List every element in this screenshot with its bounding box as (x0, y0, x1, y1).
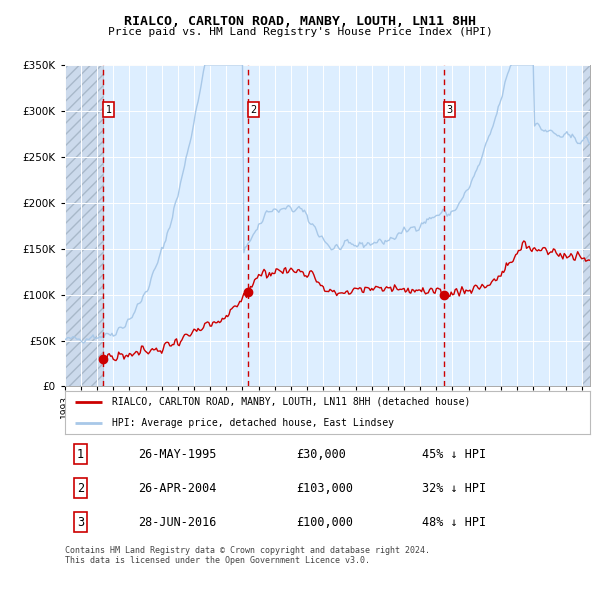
Bar (582, 65, 590, 386)
Text: 2: 2 (77, 481, 84, 495)
Text: 26-APR-2004: 26-APR-2004 (139, 481, 217, 495)
Text: 2: 2 (250, 105, 256, 115)
Bar (65, 65, 103, 386)
Text: 3: 3 (446, 105, 453, 115)
Text: Contains HM Land Registry data © Crown copyright and database right 2024.
This d: Contains HM Land Registry data © Crown c… (65, 546, 430, 565)
Text: Price paid vs. HM Land Registry's House Price Index (HPI): Price paid vs. HM Land Registry's House … (107, 27, 493, 37)
Text: 26-MAY-1995: 26-MAY-1995 (139, 448, 217, 461)
Text: 28-JUN-2016: 28-JUN-2016 (139, 516, 217, 529)
Bar (582, 65, 590, 386)
Text: £100,000: £100,000 (296, 516, 353, 529)
Text: 48% ↓ HPI: 48% ↓ HPI (422, 516, 486, 529)
Text: HPI: Average price, detached house, East Lindsey: HPI: Average price, detached house, East… (112, 418, 394, 428)
Text: £103,000: £103,000 (296, 481, 353, 495)
Text: RIALCO, CARLTON ROAD, MANBY, LOUTH, LN11 8HH: RIALCO, CARLTON ROAD, MANBY, LOUTH, LN11… (124, 15, 476, 28)
Text: 3: 3 (77, 516, 84, 529)
Text: £30,000: £30,000 (296, 448, 346, 461)
Text: 1: 1 (106, 105, 112, 115)
Text: 1: 1 (77, 448, 84, 461)
Text: 32% ↓ HPI: 32% ↓ HPI (422, 481, 486, 495)
Text: RIALCO, CARLTON ROAD, MANBY, LOUTH, LN11 8HH (detached house): RIALCO, CARLTON ROAD, MANBY, LOUTH, LN11… (112, 397, 470, 407)
Text: 45% ↓ HPI: 45% ↓ HPI (422, 448, 486, 461)
Bar (65, 65, 103, 386)
